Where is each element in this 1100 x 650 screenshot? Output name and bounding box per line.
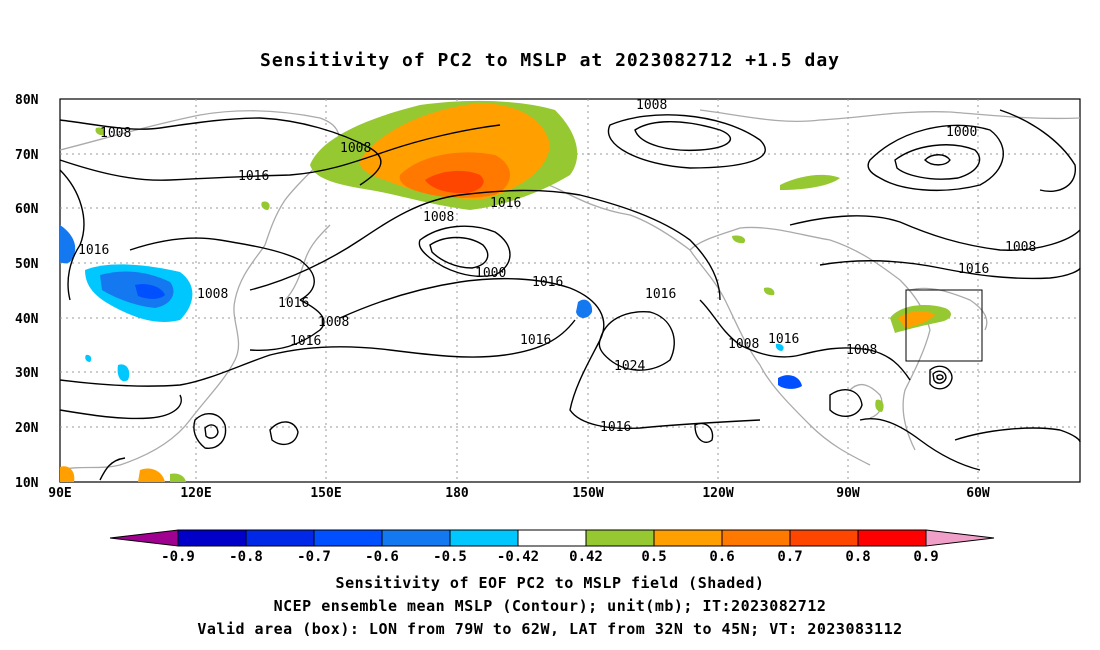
colorbar-label: 0.5 [641, 549, 666, 565]
colorbar-cell [789, 529, 859, 547]
colorbar-label: 0.9 [913, 549, 938, 565]
colorbar-cell [585, 529, 655, 547]
contour-label: 1016 [278, 296, 309, 311]
colorbar-cell [857, 529, 927, 547]
colorbar-cell [721, 529, 791, 547]
colorbar-cell [109, 529, 179, 547]
contour-label: 1008 [197, 287, 228, 302]
contour-label: 1008 [100, 126, 131, 141]
contour-label: 1016 [290, 334, 321, 349]
lat-label: 70N [15, 148, 39, 163]
lon-label: 150E [310, 486, 341, 501]
contour-label: 1016 [600, 420, 631, 435]
mslp-contours [59, 109, 1081, 481]
contour-label: 1016 [532, 275, 563, 290]
colorbar-cell [381, 529, 451, 547]
colorbar-cell [449, 529, 519, 547]
lon-label: 180 [445, 486, 469, 501]
colorbar-label: 0.6 [709, 549, 734, 565]
contour-label: 1008 [846, 343, 877, 358]
lat-label: 80N [15, 93, 39, 108]
contour-label: 1016 [490, 196, 521, 211]
lat-label: 30N [15, 366, 39, 381]
colorbar-label: -0.9 [161, 549, 195, 565]
colorbar-label: -0.6 [365, 549, 399, 565]
contour-label: 1016 [768, 332, 799, 347]
footer-line-1: Sensitivity of EOF PC2 to MSLP field (Sh… [335, 574, 765, 592]
colorbar-label: 0.42 [569, 549, 603, 565]
footer-line-2: NCEP ensemble mean MSLP (Contour); unit(… [273, 597, 827, 615]
contour-label: 1016 [520, 333, 551, 348]
contour-label: 1008 [423, 210, 454, 225]
contour-label: 1008 [728, 337, 759, 352]
lon-label: 120E [180, 486, 211, 501]
colorbar-label: 0.8 [845, 549, 870, 565]
lon-label: 90E [48, 486, 71, 501]
coastlines [59, 109, 1081, 471]
lon-label: 90W [836, 486, 860, 501]
valid-area-box [905, 289, 983, 362]
contour-label: 1008 [1005, 240, 1036, 255]
contour-labels: 1008 1008 1008 1008 1000 1016 1016 1016 … [78, 98, 1036, 435]
colorbar-cell [313, 529, 383, 547]
contour-label: 1016 [958, 262, 989, 277]
contour-label: 1000 [946, 125, 977, 140]
lat-label: 50N [15, 257, 39, 272]
map-title: Sensitivity of PC2 to MSLP at 2023082712… [259, 50, 840, 71]
lat-label: 20N [15, 421, 39, 436]
contour-label: 1024 [614, 359, 645, 374]
colorbar-cell [245, 529, 315, 547]
colorbar-cell [177, 529, 247, 547]
contour-label: 1016 [78, 243, 109, 258]
contour-label: 1008 [636, 98, 667, 113]
sensitivity-shading [60, 100, 952, 482]
colorbar-cell [653, 529, 723, 547]
latitude-labels: 80N 70N 60N 50N 40N 30N 20N 10N [15, 93, 39, 491]
contour-label: 1008 [318, 315, 349, 330]
lon-label: 120W [702, 486, 733, 501]
longitude-labels: 90E 120E 150E 180 150W 120W 90W 60W [48, 486, 990, 501]
contour-label: 1016 [645, 287, 676, 302]
lat-label: 40N [15, 312, 39, 327]
colorbar-label: -0.7 [297, 549, 331, 565]
lon-label: 60W [966, 486, 990, 501]
contour-label: 1016 [238, 169, 269, 184]
contour-label: 1008 [340, 141, 371, 156]
lat-label: 10N [15, 476, 39, 491]
lat-label: 60N [15, 202, 39, 217]
colorbar-label: -0.8 [229, 549, 263, 565]
footer-line-3: Valid area (box): LON from 79W to 62W, L… [197, 620, 903, 638]
colorbar-label: 0.7 [777, 549, 802, 565]
colorbar: -0.9 -0.8 -0.7 -0.6 -0.5 -0.42 0.42 0.5 0.6 0.7 0.… [109, 529, 995, 565]
colorbar-cell [517, 529, 587, 547]
contour-label: 1000 [475, 266, 506, 281]
colorbar-cell [925, 529, 995, 547]
lon-label: 150W [572, 486, 603, 501]
colorbar-label: -0.5 [433, 549, 467, 565]
colorbar-label: -0.42 [497, 549, 539, 565]
